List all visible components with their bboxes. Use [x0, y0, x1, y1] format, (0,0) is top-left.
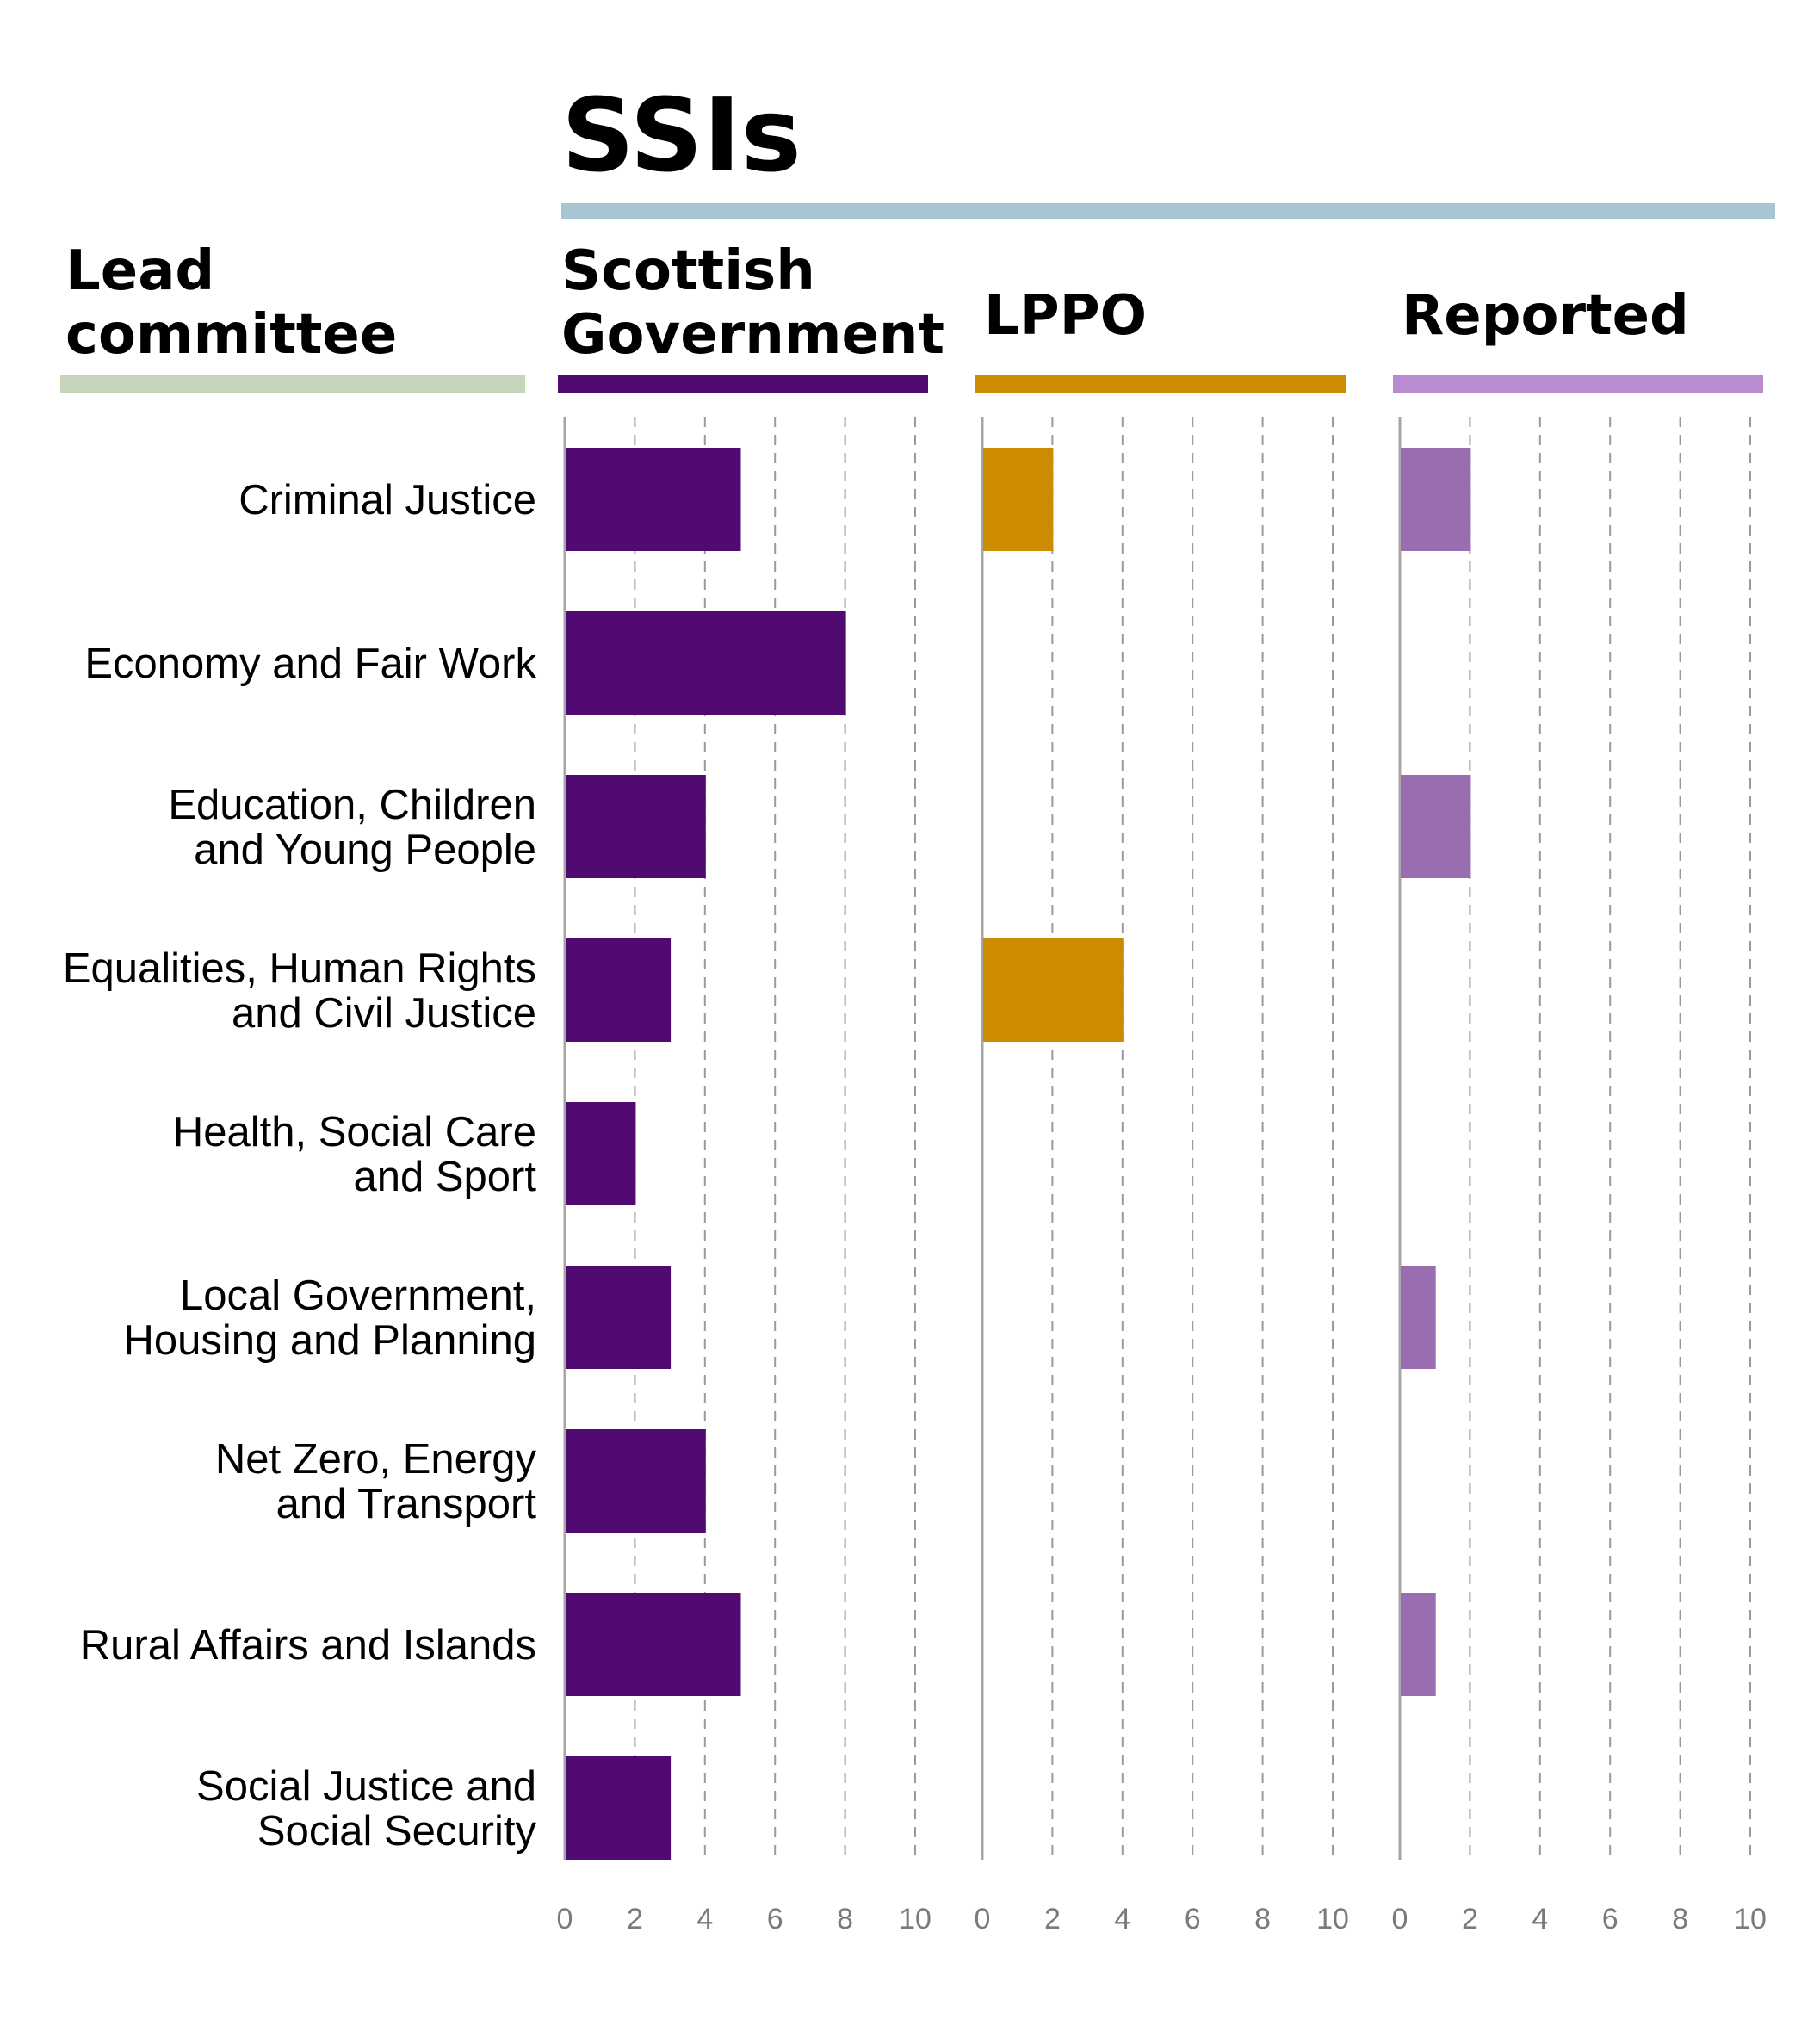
category-label: Equalities, Human Rights and Civil Justic… — [63, 945, 536, 1037]
x-tick-label: 8 — [1672, 1903, 1688, 1935]
bar-2-0 — [1401, 448, 1471, 551]
category-label-line: and Civil Justice — [232, 990, 536, 1037]
category-label: Social Justice and Social Security — [196, 1763, 536, 1855]
category-label-line: Local Government, — [180, 1273, 536, 1319]
bar-0-5 — [566, 1266, 672, 1369]
category-header-line-2: committee — [65, 303, 397, 367]
category-label-line: Social Justice and — [196, 1763, 536, 1810]
x-tick-label: 2 — [1462, 1903, 1478, 1935]
series-header-rule-0 — [558, 375, 928, 393]
x-tick-label: 4 — [1114, 1903, 1130, 1935]
panel-1: LPPO 0 2 4 6 8 10 — [975, 284, 1349, 1935]
series-header-0-line-1: Scottish — [561, 239, 815, 303]
x-tick-label: 10 — [899, 1903, 932, 1935]
category-label: Education, Children and Young People — [168, 782, 536, 873]
bar-0-4 — [566, 1102, 636, 1205]
category-label: Rural Affairs and Islands — [80, 1622, 536, 1669]
category-header: Lead committee — [65, 239, 397, 367]
bar-0-0 — [566, 448, 741, 551]
category-label-line: Housing and Planning — [124, 1317, 536, 1364]
chart-title: SSIs — [561, 76, 802, 195]
bar-2-7 — [1401, 1593, 1436, 1696]
x-tick-label: 0 — [975, 1903, 991, 1935]
x-tick-label: 8 — [1254, 1903, 1271, 1935]
category-label-line: and Transport — [276, 1481, 537, 1527]
x-tick-label: 6 — [1602, 1903, 1619, 1935]
bar-1-0 — [983, 448, 1054, 551]
x-tick-label: 0 — [1392, 1903, 1408, 1935]
x-tick-label: 2 — [627, 1903, 643, 1935]
category-label-line: and Sport — [354, 1154, 537, 1200]
x-tick-label: 6 — [1185, 1903, 1201, 1935]
x-tick-label: 4 — [696, 1903, 713, 1935]
x-tick-label: 10 — [1734, 1903, 1767, 1935]
x-tick-label: 4 — [1532, 1903, 1548, 1935]
x-tick-label: 2 — [1044, 1903, 1061, 1935]
bar-0-3 — [566, 938, 672, 1042]
category-label-line: Equalities, Human Rights — [63, 945, 536, 992]
bar-0-8 — [566, 1756, 672, 1860]
category-label-line: Social Security — [257, 1808, 537, 1855]
category-label-line: Education, Children — [168, 782, 536, 828]
category-label: Local Government, Housing and Planning — [124, 1273, 536, 1364]
bar-0-1 — [566, 611, 846, 715]
category-label-line: Rural Affairs and Islands — [80, 1622, 536, 1669]
category-label-line: and Young People — [194, 827, 536, 873]
category-label-line: Net Zero, Energy — [215, 1436, 537, 1483]
category-label: Criminal Justice — [238, 477, 536, 523]
category-label-line: Criminal Justice — [238, 477, 536, 523]
series-header-2-line-1: Reported — [1402, 284, 1689, 348]
category-header-line-1: Lead — [65, 239, 214, 303]
bar-2-2 — [1401, 775, 1471, 878]
bar-0-6 — [566, 1429, 706, 1533]
series-header-1-line-1: LPPO — [984, 284, 1147, 348]
category-label: Economy and Fair Work — [84, 641, 536, 687]
series-header-rule-2 — [1393, 375, 1763, 393]
bar-2-5 — [1401, 1266, 1436, 1369]
bar-1-3 — [983, 938, 1124, 1042]
panel-2: Reported 0 2 4 6 8 10 — [1392, 284, 1767, 1935]
category-label-line: Health, Social Care — [173, 1109, 536, 1155]
category-label: Health, Social Care and Sport — [173, 1109, 537, 1200]
x-tick-label: 8 — [837, 1903, 853, 1935]
category-label-line: Economy and Fair Work — [84, 641, 536, 687]
series-header-rule-1 — [975, 375, 1346, 393]
series-header-0-line-2: Government — [561, 303, 944, 367]
bar-0-7 — [566, 1593, 741, 1696]
x-tick-label: 10 — [1316, 1903, 1349, 1935]
title-rule — [561, 203, 1775, 219]
category-label: Net Zero, Energy and Transport — [215, 1436, 537, 1527]
bar-0-2 — [566, 775, 706, 878]
x-tick-label: 0 — [557, 1903, 573, 1935]
category-header-rule — [60, 375, 525, 393]
x-tick-label: 6 — [767, 1903, 783, 1935]
